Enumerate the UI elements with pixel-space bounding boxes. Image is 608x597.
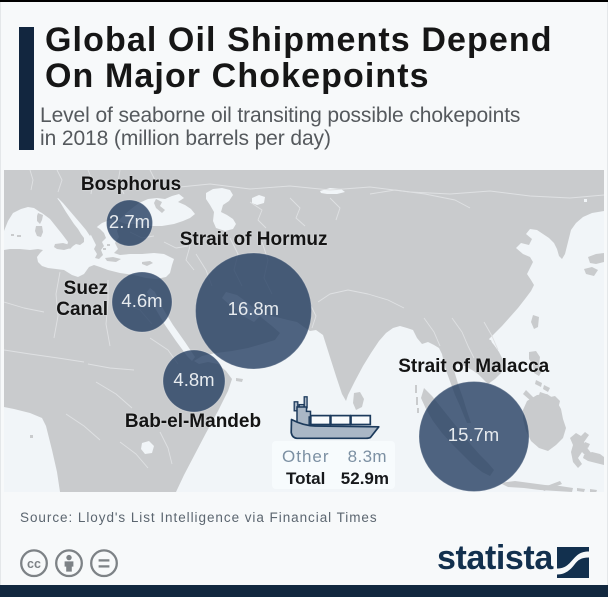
svg-text:cc: cc [27, 557, 41, 571]
